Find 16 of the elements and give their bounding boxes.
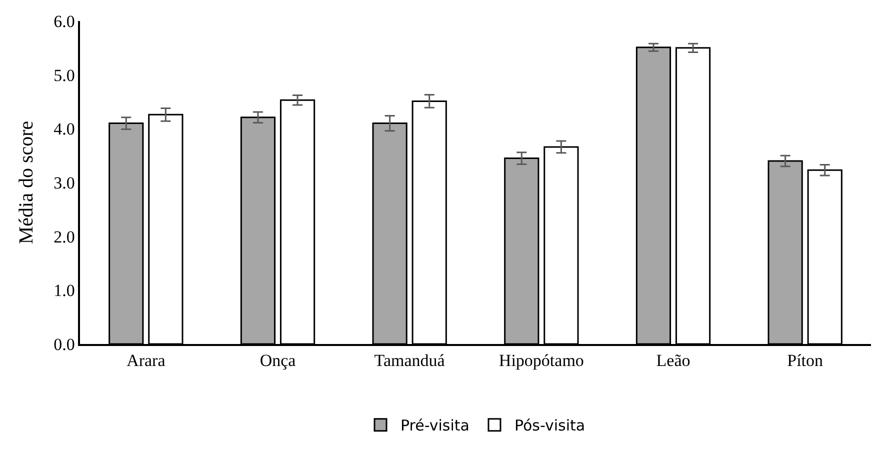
x-tick-label: Hipopótamo bbox=[498, 351, 584, 370]
legend-label: Pré-visita bbox=[400, 416, 470, 435]
x-tick-label: Leão bbox=[656, 351, 690, 370]
y-tick-label: 3.0 bbox=[54, 173, 75, 192]
legend-label: Pós-visita bbox=[514, 416, 586, 435]
y-axis-title: Média do score bbox=[16, 120, 38, 244]
y-tick-label: 1.0 bbox=[54, 281, 75, 300]
x-tick-label: Tamanduá bbox=[374, 351, 446, 370]
x-tick-label: Arara bbox=[126, 351, 166, 370]
y-tick-label: 2.0 bbox=[54, 227, 75, 246]
y-tick-label: 5.0 bbox=[54, 66, 75, 85]
x-tick-label: Onça bbox=[260, 351, 296, 370]
y-tick-label: 0.0 bbox=[54, 334, 75, 354]
x-tick-label: Píton bbox=[787, 351, 824, 370]
y-tick-label: 6.0 bbox=[54, 12, 75, 31]
y-tick-label: 4.0 bbox=[54, 120, 75, 139]
